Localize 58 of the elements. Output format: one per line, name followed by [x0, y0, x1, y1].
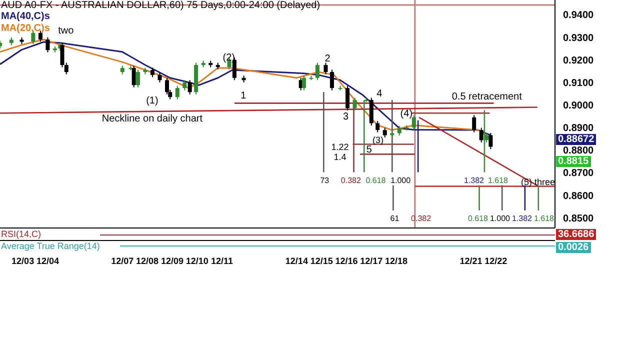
- x-tick-label: 12/18: [385, 256, 408, 266]
- text: 0.88672: [556, 134, 596, 145]
- text: MA(40,C)s: [1, 11, 50, 23]
- annotation: Neckline on daily chart: [102, 114, 203, 124]
- x-tick-label: 12/14: [285, 256, 308, 266]
- x-tick-label: 12/09: [160, 256, 184, 266]
- x-tick-label: 12/04: [36, 256, 59, 266]
- text: 0.8815: [556, 156, 591, 167]
- annotation: (5) three: [520, 177, 556, 188]
- x-tick-label: 12/03: [12, 256, 34, 266]
- annotation: 0.618: [468, 214, 489, 223]
- series-label: MA(20,C)s: [1, 23, 50, 35]
- annotation: 1.22: [331, 142, 349, 152]
- annotation: 1.000: [490, 214, 511, 223]
- x-tick-label: 12/10: [186, 256, 208, 266]
- x-tick-label: 12/08: [136, 256, 159, 266]
- text: RSI(14,C): [1, 229, 42, 239]
- annotation: (4): [400, 108, 413, 120]
- annotation: 2: [324, 54, 331, 64]
- x-tick-label: 12/16: [335, 256, 358, 266]
- annotation: (1): [146, 96, 158, 106]
- y-tick-label: 0.8800: [563, 146, 594, 157]
- annotation: 1.382: [464, 176, 485, 185]
- annotation: 0.618: [366, 176, 386, 185]
- text: Average True Range(14): [1, 241, 100, 251]
- y-tick-label: 0.8700: [563, 168, 594, 180]
- x-tick-label: 12/11: [210, 256, 234, 266]
- y-tick-label: 0.8500: [563, 213, 594, 224]
- x-tick-label: 12/17: [360, 256, 383, 266]
- annotation: 1.000: [390, 176, 412, 185]
- annotation: (3): [372, 135, 384, 146]
- annotation: 1.4: [334, 152, 346, 162]
- x-tick-label: 12/22: [484, 256, 508, 266]
- x-tick-label: 12/21: [460, 256, 482, 266]
- annotation: 0.382: [340, 176, 362, 185]
- x-tick-label: 12/15: [310, 256, 333, 266]
- annotation: 0.5 retracement: [452, 92, 522, 102]
- y-tick-label: 0.9100: [563, 78, 594, 89]
- y-tick-label: 0.9400: [563, 10, 594, 22]
- y-tick-label: 0.9300: [563, 32, 594, 44]
- annotation: 61: [390, 214, 400, 223]
- annotation: 1.618: [488, 176, 509, 185]
- annotation: two: [58, 26, 74, 36]
- annotation: 73: [320, 176, 330, 185]
- y-tick-label: 0.9000: [563, 100, 594, 112]
- y-tick-label: 0.8600: [563, 190, 594, 202]
- annotation: 1: [240, 90, 247, 102]
- y-tick-label: 0.9200: [563, 55, 594, 66]
- text: 0.0026: [556, 242, 591, 253]
- annotation: 4: [376, 88, 383, 100]
- text: 36.6686: [556, 229, 596, 240]
- annotation: 3: [343, 112, 350, 122]
- y-tick-label: 0.8900: [563, 123, 594, 134]
- chart-title: AUD A0-FX - AUSTRALIAN DOLLAR,60) 75 Days,0:00-24:00 (Delayed): [1, 0, 320, 11]
- x-tick-label: 12/07: [111, 256, 134, 266]
- annotation: 5: [366, 144, 372, 156]
- annotation: 1.382: [512, 214, 533, 223]
- annotation: 1.618: [534, 214, 555, 223]
